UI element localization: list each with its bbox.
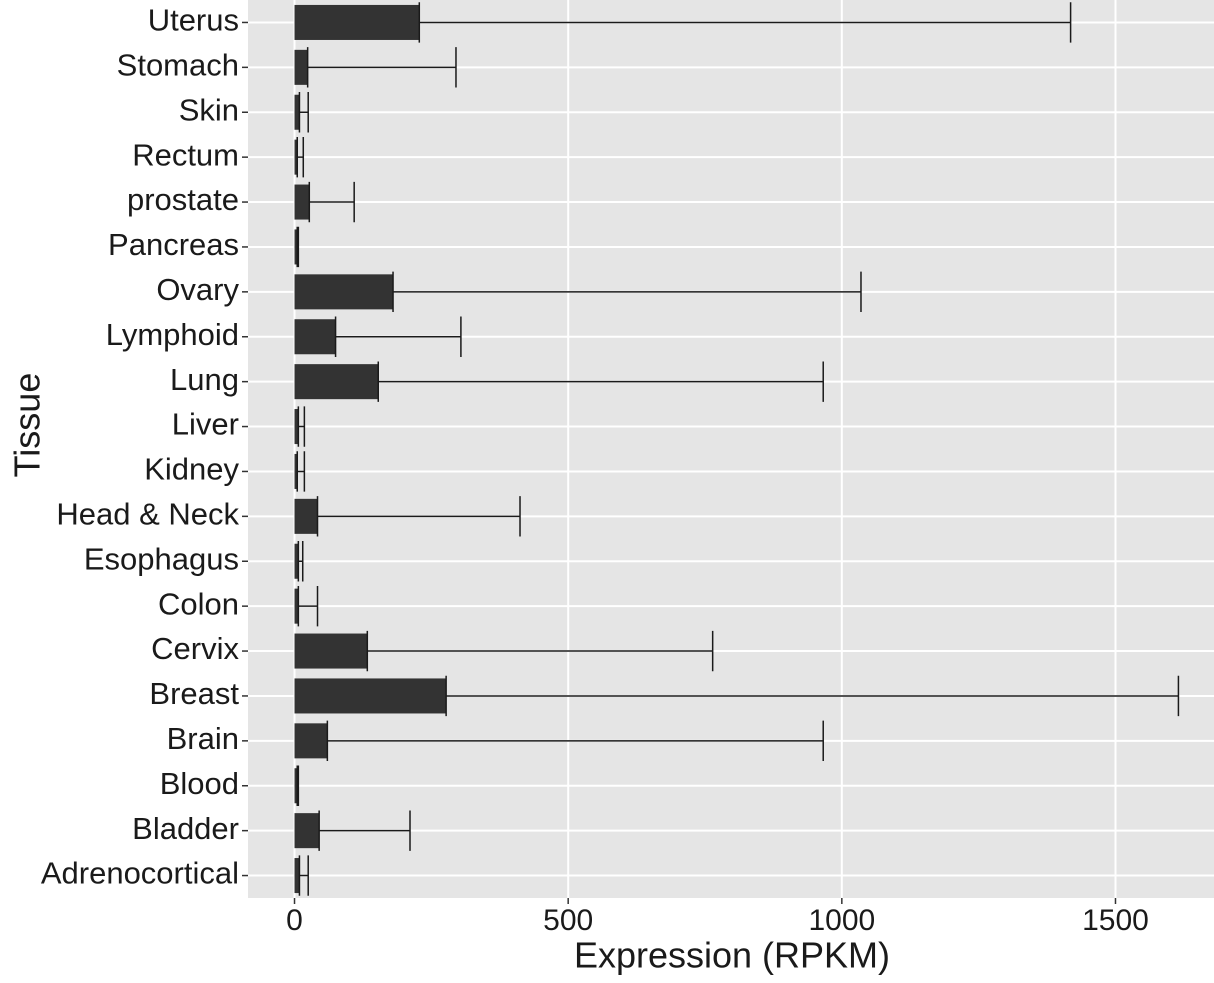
error-bar (297, 406, 306, 447)
y-tick-label: Lymphoid (106, 317, 239, 352)
y-tick-label: Colon (158, 586, 239, 621)
y-tick-label: Brain (167, 721, 239, 756)
y-tick-label: Ovary (156, 272, 239, 307)
error-bar (297, 585, 319, 627)
error-bar (316, 496, 521, 537)
error-bar (418, 2, 1072, 43)
y-tick-label: Kidney (144, 452, 239, 487)
plot-panel (248, 0, 1214, 898)
y-tick-label: Rectum (132, 137, 239, 172)
y-tick-label: Cervix (151, 631, 239, 666)
y-tick-label: Stomach (117, 48, 239, 83)
bar (294, 139, 298, 175)
x-axis-title: Expression (RPKM) (574, 935, 890, 976)
error-bar (306, 47, 457, 88)
bar (294, 453, 298, 489)
error-bar (296, 136, 305, 178)
bar (294, 49, 308, 85)
y-tick-label: Bladder (132, 811, 239, 846)
x-tick-label: 0 (286, 904, 303, 937)
y-tick-label: Esophagus (84, 541, 239, 576)
bar (294, 588, 299, 624)
bar (294, 94, 300, 130)
y-tick-label: Pancreas (108, 227, 239, 262)
error-bar (296, 226, 300, 268)
y-tick-label: Adrenocortical (41, 856, 239, 891)
bar (294, 229, 298, 265)
bar (294, 633, 368, 669)
x-tick-label: 500 (543, 904, 593, 937)
bar (294, 319, 336, 355)
bar (294, 678, 447, 714)
x-tick-label: 1000 (808, 904, 875, 937)
y-tick-label: Uterus (148, 3, 239, 38)
error-bar (377, 361, 824, 402)
error-bar (297, 541, 304, 582)
bar (294, 858, 300, 894)
bar (294, 543, 299, 579)
bar (294, 364, 379, 400)
error-bar (298, 855, 309, 896)
error-bar (392, 271, 862, 313)
error-bar (298, 92, 309, 133)
error-bar (308, 181, 355, 223)
error-bar (326, 720, 824, 762)
bar (294, 813, 320, 849)
y-tick-label: Lung (170, 362, 239, 397)
error-bar (296, 451, 306, 492)
y-axis-title: Tissue (7, 373, 48, 478)
error-bar (445, 675, 1180, 717)
bar (294, 498, 318, 534)
bar (294, 184, 310, 220)
error-bar (318, 810, 411, 851)
error-bar (334, 316, 462, 357)
bar (294, 768, 298, 804)
bar (294, 723, 328, 759)
bar (294, 4, 420, 40)
y-tick-label: Head & Neck (56, 497, 239, 532)
bar (294, 409, 299, 445)
error-bar (366, 630, 714, 672)
y-tick-label: Liver (172, 407, 239, 442)
error-bar (296, 765, 300, 806)
y-tick-label: Breast (149, 676, 239, 711)
y-tick-label: Skin (179, 92, 239, 127)
y-tick-label: Blood (160, 766, 239, 801)
x-tick-label: 1500 (1082, 904, 1149, 937)
y-tick-label: prostate (127, 182, 239, 217)
bar (294, 274, 394, 310)
